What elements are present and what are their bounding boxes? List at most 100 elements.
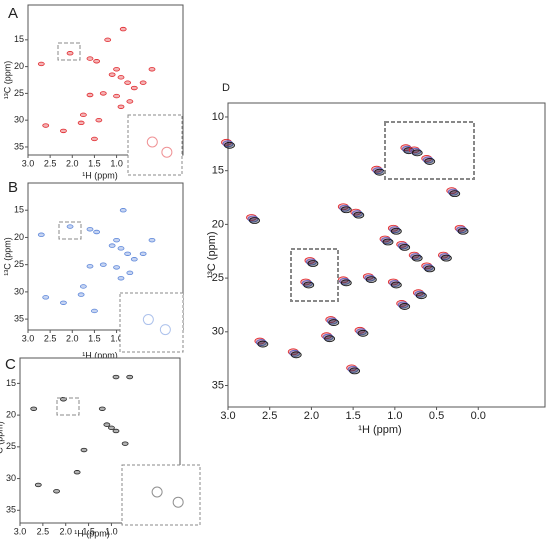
peak (303, 281, 315, 289)
y-tick-label: 25 (14, 88, 24, 98)
panel: D 3.0 2.5 2.0 1.5 1.0 0.5 0.0 10 15 20 25 30 35 ¹H (pp… (206, 82, 546, 436)
peak (307, 260, 319, 267)
peak (124, 251, 132, 256)
x-tick-label: 2.5 (262, 410, 277, 422)
y-tick-label: 30 (14, 286, 24, 296)
panel: A 3.0 2.5 2.0 1.5 1.0 15 20 25 30 35 ¹H (ppm) ¹³C (p… (2, 4, 184, 180)
region-box (57, 42, 81, 61)
x-tick-label: 2.5 (44, 158, 57, 168)
peak (353, 211, 365, 219)
peak (119, 208, 127, 213)
peak (30, 406, 38, 411)
peak (117, 104, 125, 109)
peak (66, 51, 74, 56)
peak (148, 237, 156, 243)
peak (93, 229, 101, 235)
peak (340, 206, 352, 214)
peak (139, 251, 147, 256)
x-tick-label: 3.0 (14, 526, 27, 536)
inset-peak (151, 486, 163, 498)
peak (349, 367, 361, 375)
peak (121, 441, 129, 446)
peak (113, 265, 120, 270)
highlight-boxes (56, 42, 475, 416)
peak (113, 237, 120, 243)
peak (365, 276, 377, 283)
y-axis-label: ¹³C (ppm) (0, 421, 4, 460)
x-axis-label: ¹H (ppm) (74, 528, 110, 538)
x-tick-label: 1.0 (110, 158, 123, 168)
peak (126, 270, 134, 276)
peak (79, 284, 87, 289)
y-axis-label: ¹³C (ppm) (206, 231, 218, 278)
y-tick-label: 15 (212, 165, 224, 177)
peak (104, 37, 112, 43)
inset-peak (146, 136, 158, 148)
peak (117, 276, 125, 281)
x-axis-label: ¹H (ppm) (82, 170, 118, 180)
panel-label: B (8, 179, 18, 196)
peak (117, 75, 125, 80)
peak (86, 227, 94, 232)
y-tick-label: 35 (14, 313, 24, 323)
peak (86, 92, 94, 98)
peak (80, 447, 88, 453)
peak (139, 80, 147, 85)
panel: B 3.0 2.5 2.0 1.5 1.0 15 20 25 30 35 ¹H (ppm) ¹³C (p… (2, 179, 184, 360)
zoom-inset (127, 114, 183, 176)
x-tick-label: 1.0 (105, 526, 118, 536)
x-tick-label: 2.0 (304, 410, 319, 422)
x-tick-label: 2.5 (44, 333, 57, 343)
peak (77, 120, 85, 126)
peak (112, 428, 120, 434)
peak (290, 351, 302, 359)
y-tick-label: 15 (14, 205, 24, 215)
peak (449, 190, 461, 198)
peak (53, 489, 60, 494)
peak (73, 470, 81, 475)
x-tick-label: 1.0 (110, 333, 123, 343)
x-tick-label: 2.0 (66, 158, 79, 168)
peak (124, 80, 132, 85)
peak (457, 227, 469, 235)
peak (77, 292, 85, 297)
peak (328, 319, 340, 326)
x-tick-label: 2.0 (59, 526, 72, 536)
panel-label: D (222, 82, 230, 94)
peak (86, 56, 94, 61)
peak (42, 295, 50, 300)
panel: C 3.0 2.5 2.0 1.5 1.0 15 20 25 30 35 ¹H (ppm) ¹³C (p… (0, 356, 201, 538)
peak (411, 149, 423, 157)
peak (98, 406, 106, 411)
peak (113, 67, 120, 72)
peak (93, 59, 101, 64)
y-tick-label: 25 (6, 441, 16, 451)
y-tick-label: 30 (14, 115, 24, 125)
peak (79, 112, 87, 118)
peak (424, 265, 436, 273)
peak (42, 123, 50, 128)
peak (60, 128, 67, 134)
peak (34, 482, 42, 488)
peak (113, 93, 120, 99)
x-axis-label: ¹H (ppm) (82, 350, 118, 360)
y-tick-label: 10 (212, 111, 224, 123)
peak (130, 257, 138, 262)
peak (37, 61, 45, 67)
peak (99, 262, 107, 267)
inset-peak (142, 314, 154, 326)
x-tick-label: 1.5 (88, 333, 101, 343)
peak (249, 217, 260, 224)
peak (108, 425, 115, 431)
peak (66, 224, 74, 229)
y-tick-label: 15 (6, 378, 16, 388)
peak (95, 117, 103, 123)
peak (126, 374, 134, 380)
region-box (384, 121, 475, 180)
y-tick-label: 20 (14, 61, 24, 71)
y-tick-label: 15 (14, 34, 24, 44)
inset-peak (159, 324, 171, 336)
y-tick-label: 35 (14, 141, 24, 151)
inset-peak (172, 496, 184, 508)
